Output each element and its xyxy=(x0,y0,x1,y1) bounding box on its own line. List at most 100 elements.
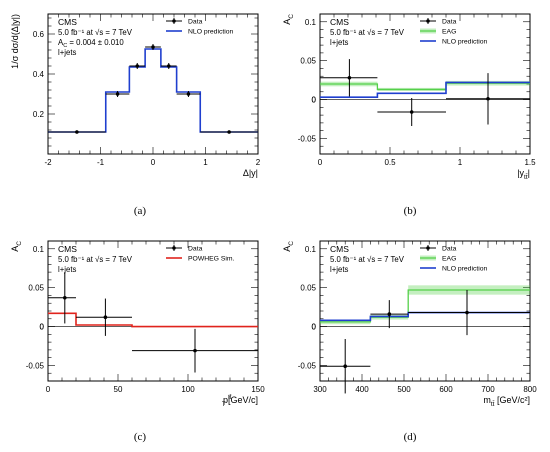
panel-caption: (d) xyxy=(404,431,417,443)
x-tick-label: 1 xyxy=(458,158,463,167)
x-tick-label: 500 xyxy=(397,385,411,394)
data-point xyxy=(151,45,155,49)
data-point xyxy=(347,75,352,80)
data-point xyxy=(227,130,231,134)
step-line xyxy=(48,48,258,133)
data-point xyxy=(63,295,67,300)
data-point xyxy=(387,312,392,316)
data-point xyxy=(465,310,469,315)
y-tick-label: 0.4 xyxy=(33,70,45,79)
y-tick-label: -0.05 xyxy=(298,361,317,370)
annotation-line: CMS xyxy=(58,17,77,27)
annotation-line: l+jets xyxy=(330,38,349,47)
x-tick-label: 150 xyxy=(251,385,265,394)
x-tick-label: 2 xyxy=(256,158,261,167)
y-tick-label: 0.1 xyxy=(305,245,317,254)
y-tick-label: 0 xyxy=(312,96,317,105)
data-point xyxy=(135,64,140,68)
data-point xyxy=(115,92,120,96)
panel-caption: (a) xyxy=(134,205,147,217)
data-point xyxy=(75,130,79,134)
x-tick-label: 0 xyxy=(318,158,323,167)
legend-label: NLO prediction xyxy=(188,29,234,36)
legend-swatch xyxy=(426,19,430,23)
annotation-line: CMS xyxy=(58,244,77,254)
x-tick-label: 50 xyxy=(114,385,123,394)
y-tick-label: 0.05 xyxy=(300,284,316,293)
data-point xyxy=(343,364,348,369)
y-tick-label: 0 xyxy=(40,323,45,332)
x-tick-label: 0.5 xyxy=(384,158,396,167)
legend-swatch xyxy=(172,19,176,23)
legend-swatch xyxy=(426,246,430,250)
y-tick-label: 0.05 xyxy=(300,57,316,66)
step-line xyxy=(320,311,530,322)
panel-caption: (b) xyxy=(404,205,417,217)
x-tick-label: 1 xyxy=(203,158,208,167)
legend-label: Data xyxy=(442,246,457,253)
legend-label: Data xyxy=(188,19,203,26)
legend-label: EAG xyxy=(442,29,456,36)
y-tick-label: -0.05 xyxy=(298,134,317,143)
x-axis-label: mtt̄ [GeV/c²] xyxy=(483,395,530,408)
data-point xyxy=(103,315,108,320)
y-tick-label: 0.2 xyxy=(33,110,45,119)
annotation-line: l+jets xyxy=(58,265,77,274)
x-tick-label: -2 xyxy=(44,158,52,167)
y-tick-label: 0.6 xyxy=(33,30,45,39)
step-line xyxy=(48,312,258,328)
band-central-line xyxy=(320,289,530,323)
y-tick-label: 0.1 xyxy=(305,18,317,27)
x-tick-label: 400 xyxy=(355,385,369,394)
y-tick-label: 0 xyxy=(40,323,45,332)
y-axis-label: AC xyxy=(282,14,295,25)
x-axis-label: Δ|y| xyxy=(243,168,258,178)
annotation-line: l+jets xyxy=(58,48,77,57)
data-point xyxy=(193,348,197,353)
legend-swatch xyxy=(172,246,176,250)
x-tick-label: 0 xyxy=(46,385,51,394)
x-tick-label: 700 xyxy=(481,385,495,394)
y-tick-label: 0 xyxy=(312,96,317,105)
panel-caption: (c) xyxy=(134,431,147,443)
y-axis-label: 1/σ dσ/d(Δ|y|) xyxy=(10,14,20,69)
legend-label: EAG xyxy=(442,256,456,263)
x-tick-label: 0 xyxy=(151,158,156,167)
y-tick-label: -0.05 xyxy=(26,361,45,370)
legend-label: Data xyxy=(442,19,457,26)
y-tick-label: 0.05 xyxy=(28,284,44,293)
x-tick-label: 100 xyxy=(181,385,195,394)
step-line xyxy=(320,81,530,99)
y-axis-label: AC xyxy=(282,241,295,252)
data-point xyxy=(186,92,191,96)
panel-a: -2 -1 0 1 2 0.2 0.4 0.6 Δ|y| 1/σ dσ/d(Δ|y|) CMS5.0… xyxy=(10,13,261,217)
y-axis-label: AC xyxy=(10,241,23,252)
data-point xyxy=(486,96,490,101)
x-axis-label: ptt̄ T [GeV/c] xyxy=(222,394,258,408)
legend-label: Data xyxy=(188,246,203,253)
x-tick-label: 800 xyxy=(523,385,537,394)
annotation-line: 5.0 fb⁻¹ at √s = 7 TeV xyxy=(58,28,133,37)
x-tick-label: -1 xyxy=(97,158,105,167)
annotation-line: 5.0 fb⁻¹ at √s = 7 TeV xyxy=(330,28,405,37)
x-tick-label: 300 xyxy=(313,385,327,394)
annotation-line: CMS xyxy=(330,244,349,254)
x-axis-label: |ytt̄| xyxy=(517,168,530,181)
annotation-line: 5.0 fb⁻¹ at √s = 7 TeV xyxy=(58,255,133,264)
data-point xyxy=(166,64,171,68)
y-tick-label: 0.1 xyxy=(33,245,45,254)
legend-label: NLO prediction xyxy=(442,39,488,46)
data-point xyxy=(409,110,414,114)
annotation-line: l+jets xyxy=(330,265,349,274)
y-tick-label: 0 xyxy=(312,323,317,332)
annotation-line: CMS xyxy=(330,17,349,27)
annotation-line: AC = 0.004 ± 0.010 xyxy=(58,38,124,49)
annotation-line: 5.0 fb⁻¹ at √s = 7 TeV xyxy=(330,255,405,264)
y-tick-label: 0 xyxy=(312,323,317,332)
legend-label: POWHEG Sim. xyxy=(188,256,235,263)
